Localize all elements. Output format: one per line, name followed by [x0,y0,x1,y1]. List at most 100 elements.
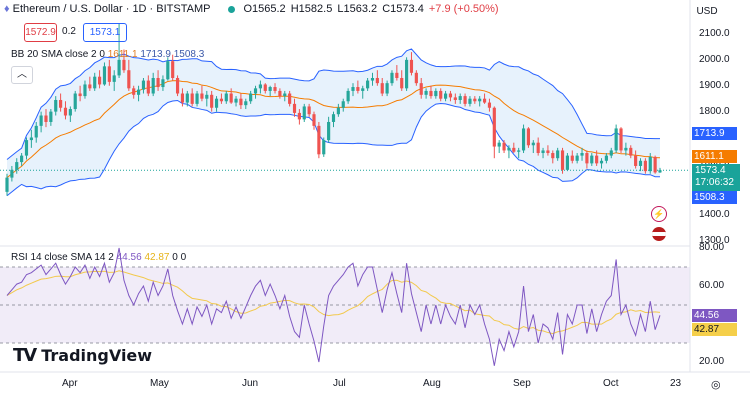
candle [205,90,209,107]
rsi-value-tag: 44.56 [692,309,737,322]
candle [570,150,574,164]
market-status-dot [228,5,236,13]
candle [263,83,267,94]
candle-body [497,142,501,147]
bb-basis-value: 1611.1 [107,49,138,60]
candle-body [59,99,63,108]
rsi-legend[interactable]: RSI 14 close SMA 14 2 44.56 42.87 0 0 [11,252,186,263]
candle-body [453,97,457,100]
bb-lower-value: 1508.3 [173,49,205,60]
candle [580,147,584,161]
candle [531,140,535,154]
candle-body [93,76,97,89]
candle-body [63,107,68,116]
lightning-icon[interactable]: ⚡ [651,206,667,222]
candle-body [634,155,638,166]
candle [429,85,433,99]
candle [604,153,608,164]
candle [419,77,423,99]
bb-basis-tag: 1611.1 [692,150,737,163]
candle-body [234,98,238,103]
candle-body [117,59,121,76]
candle-body [336,107,340,115]
candle-body [49,111,53,122]
candle [468,96,472,107]
candle-body [292,103,297,113]
bb-upper-line [6,48,661,160]
candle [200,85,204,102]
candle-body [551,153,555,159]
settings-icon[interactable]: ◎ [711,379,721,391]
candle-body [244,101,248,106]
candle [127,59,131,91]
candle-body [171,61,175,78]
symbol-title[interactable]: Ethereum / U.S. Dollar · 1D · BITSTAMP [12,3,211,15]
candle [24,137,29,160]
us-flag-icon[interactable] [652,227,666,241]
sell-button[interactable]: 1572.9 [24,23,57,42]
candle [560,147,565,174]
buy-button[interactable]: 1573.1 [83,23,127,42]
ohlc-close: C1573.4 [382,3,424,15]
candle [219,93,224,104]
candle-body [424,90,428,95]
ohlc-values: O1565.2 H1582.5 L1563.2 C1573.4 +7.9 (+0… [243,3,500,15]
rsi-sma-value: 42.87 [144,252,170,263]
candle-body [502,142,506,151]
candle [98,70,102,89]
candle [409,52,414,76]
candle-body [278,90,282,97]
candle [39,111,43,133]
candle-body [380,83,384,94]
candle [190,88,194,107]
candle-body [302,106,306,120]
candle-body [448,93,453,98]
candle [609,147,613,159]
candle [88,76,92,91]
price-tick-label: 1900.0 [699,79,730,91]
candle-body [648,156,652,172]
bb-legend[interactable]: BB 20 SMA close 2 0 1611.1 1713.9 1508.3 [11,49,204,60]
candle [327,116,331,143]
rsi-legend-tail: 0 0 [172,252,187,263]
candle [117,23,121,78]
candle-body [132,88,136,95]
bb-basis-line [6,80,661,178]
candle [175,75,180,97]
candle [585,150,589,169]
candle [73,90,77,112]
month-label: Jul [333,378,346,389]
candle [453,93,457,104]
candle-body [541,150,545,154]
candle-body [409,59,414,73]
candle-body [283,93,287,97]
currency-selector[interactable]: USD [696,6,718,17]
candle [63,101,68,120]
candle [517,147,521,159]
bb-lower-line [6,99,661,197]
candle-body [619,128,623,151]
candle-body [585,153,589,164]
candle [414,70,418,86]
rsi-legend-label: RSI 14 close SMA 14 2 [11,252,114,263]
candle [556,147,560,161]
candle-body [366,80,370,89]
candle [258,80,262,94]
candle-body [288,93,292,104]
candle [239,93,243,110]
candle-body [331,114,336,122]
candle-body [307,106,311,115]
candle [253,85,258,99]
candle [346,88,350,104]
candle-body [375,77,379,84]
candle [512,142,516,154]
price-tick-label: 1800.0 [699,105,730,117]
candle [10,165,14,182]
candle-body [463,96,467,104]
candle-body [526,128,531,146]
candle [575,153,579,164]
month-label: May [150,378,169,389]
chevron-up-icon[interactable]: ︿ [11,66,33,84]
candle-body [327,121,331,141]
